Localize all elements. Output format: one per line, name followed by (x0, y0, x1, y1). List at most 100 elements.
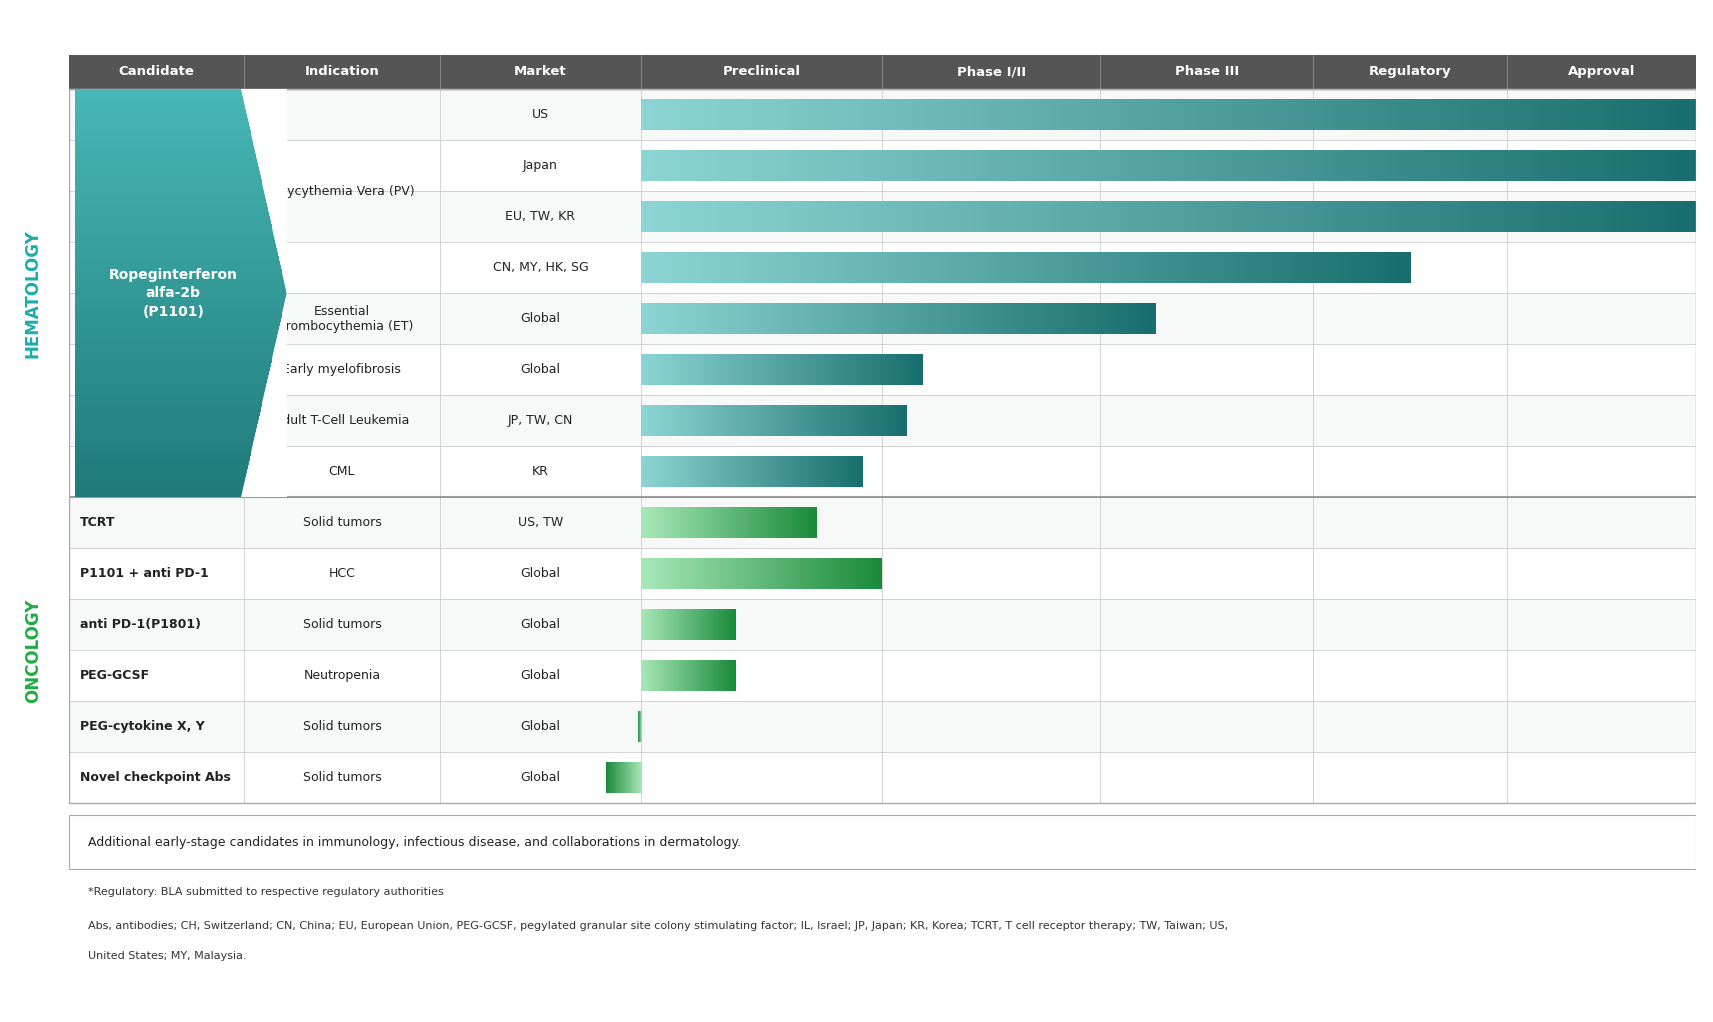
Bar (75, 236, 274, 240)
Bar (75, 339, 276, 344)
Bar (75, 338, 276, 342)
Bar (75, 424, 257, 428)
Bar (75, 181, 262, 186)
Bar (276, 342, 286, 346)
Bar (248, 461, 286, 465)
Text: CML: CML (329, 465, 355, 478)
Bar (75, 130, 250, 135)
Bar (242, 93, 286, 97)
Bar (264, 396, 286, 400)
Bar (75, 285, 286, 289)
Bar (252, 449, 286, 453)
Bar (259, 162, 286, 167)
Bar (75, 166, 259, 171)
Bar (266, 387, 286, 391)
Bar (69, 89, 1696, 803)
Bar (75, 183, 262, 187)
Bar (75, 390, 264, 396)
Bar (75, 330, 278, 334)
Bar (75, 477, 245, 481)
Bar (75, 298, 284, 304)
Text: Global: Global (521, 772, 560, 784)
Bar (75, 224, 272, 228)
Bar (75, 171, 260, 175)
Bar (75, 146, 254, 150)
Bar (75, 420, 259, 424)
Bar (75, 232, 274, 237)
Bar (75, 160, 257, 166)
Bar (75, 281, 284, 285)
Bar (267, 379, 286, 383)
Text: Phase III: Phase III (1175, 65, 1238, 79)
Bar (75, 301, 284, 306)
Bar (283, 310, 286, 314)
Bar (245, 101, 286, 105)
Bar (69, 650, 1696, 701)
Bar (75, 283, 284, 288)
Bar (247, 473, 286, 477)
Bar (69, 548, 1696, 599)
Bar (281, 318, 286, 322)
Text: PEG-GCSF: PEG-GCSF (81, 669, 151, 683)
Bar (279, 261, 286, 265)
Bar (75, 412, 260, 416)
Bar (75, 207, 267, 212)
Bar (278, 330, 286, 334)
Bar (274, 236, 286, 240)
Bar (75, 461, 248, 465)
Bar (75, 457, 250, 462)
Bar (75, 416, 259, 421)
Bar (75, 477, 245, 482)
Bar (75, 150, 255, 155)
Bar (75, 346, 274, 351)
Text: EU, TW, KR: EU, TW, KR (505, 211, 576, 223)
Text: PEG-cytokine X, Y: PEG-cytokine X, Y (81, 721, 204, 734)
Bar (75, 449, 252, 453)
Bar (75, 273, 283, 277)
Bar (255, 150, 286, 154)
Bar (69, 89, 1696, 140)
Bar (75, 365, 271, 370)
Bar (69, 344, 1696, 396)
Text: Polycythemia Vera (PV): Polycythemia Vera (PV) (269, 185, 415, 197)
Bar (267, 207, 286, 212)
Bar (75, 359, 272, 363)
Bar (75, 109, 247, 114)
Bar (272, 359, 286, 363)
Bar (274, 232, 286, 236)
Text: Additional early-stage candidates in immunology, infectious disease, and collabo: Additional early-stage candidates in imm… (87, 836, 742, 848)
Bar (278, 252, 286, 257)
Bar (75, 383, 266, 387)
Text: ONCOLOGY: ONCOLOGY (24, 598, 41, 702)
Bar (262, 183, 286, 187)
Bar (75, 288, 286, 293)
Bar (75, 261, 279, 265)
Bar (75, 232, 274, 236)
Text: Global: Global (521, 669, 560, 683)
Bar (75, 447, 252, 452)
Bar (75, 375, 267, 380)
Bar (283, 273, 286, 277)
Bar (75, 93, 242, 97)
Bar (269, 367, 286, 371)
Bar (75, 370, 269, 375)
Bar (75, 187, 264, 191)
Bar (75, 314, 281, 318)
Text: HEMATOLOGY: HEMATOLOGY (24, 229, 41, 358)
Bar (75, 326, 279, 330)
Bar (276, 338, 286, 342)
Bar (75, 217, 271, 222)
Bar (75, 469, 247, 473)
Text: Global: Global (521, 312, 560, 325)
Bar (260, 171, 286, 175)
Bar (75, 105, 245, 109)
Text: Solid tumors: Solid tumors (303, 618, 382, 632)
Bar (254, 146, 286, 150)
Bar (75, 289, 286, 293)
Bar (75, 416, 259, 420)
Bar (266, 195, 286, 199)
Bar (75, 472, 247, 477)
Bar (75, 89, 242, 93)
Bar (281, 269, 286, 273)
Bar (75, 278, 284, 283)
